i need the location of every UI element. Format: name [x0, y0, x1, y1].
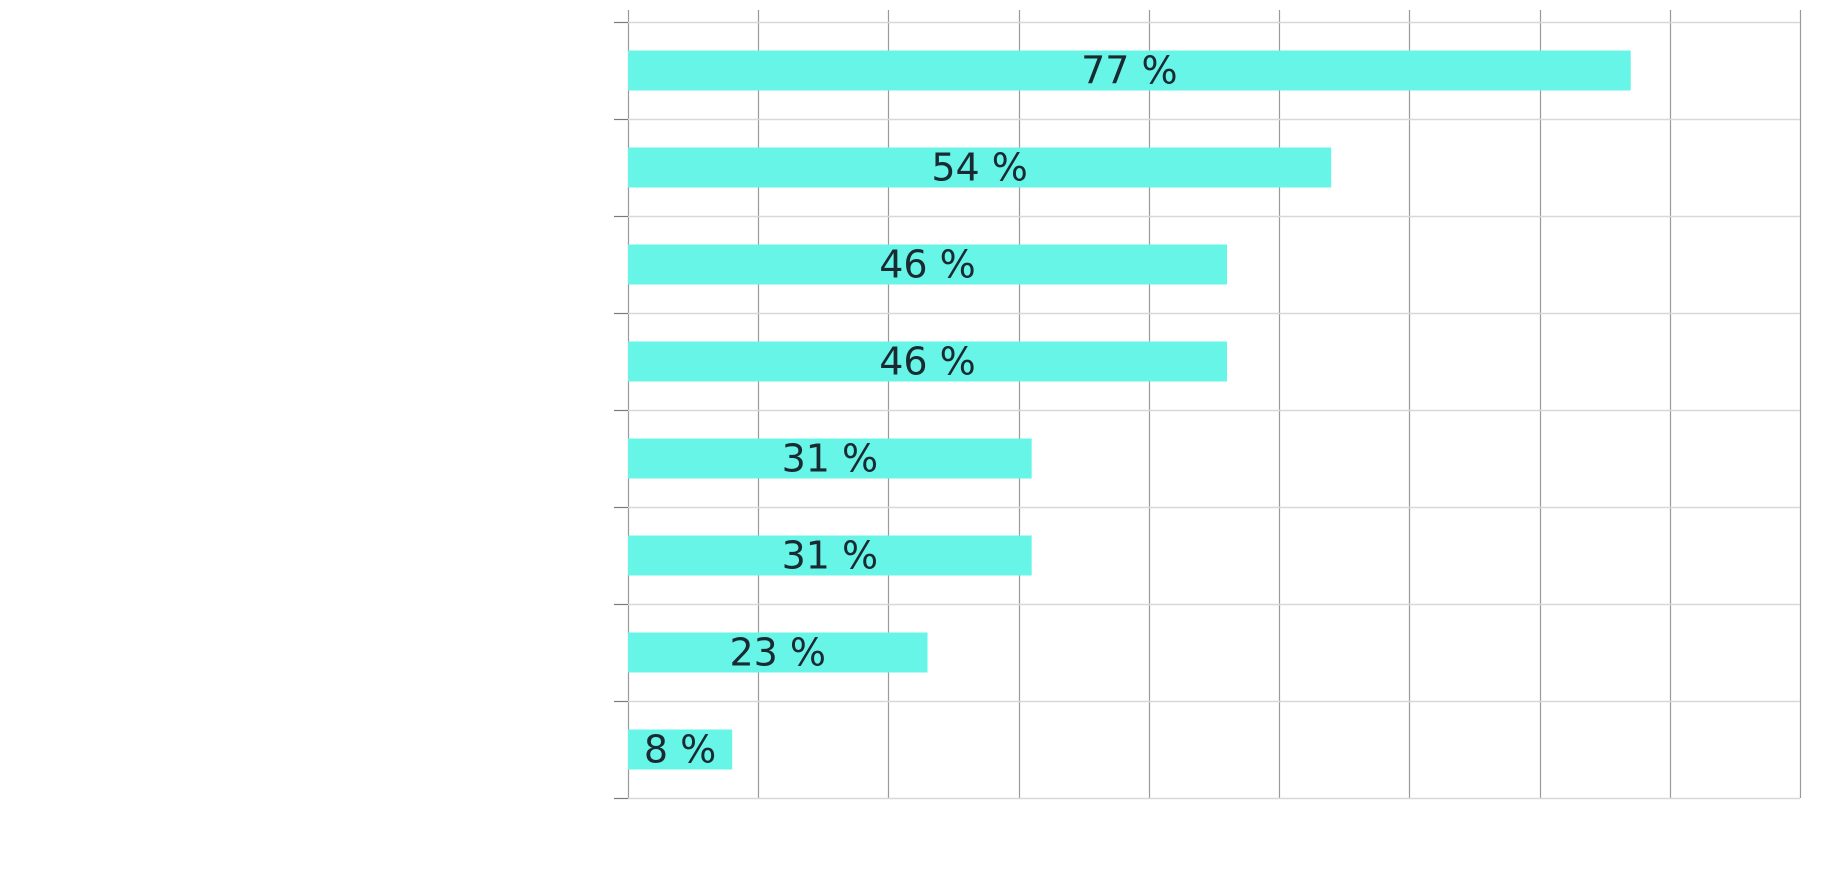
- bar-value-label: 46 %: [879, 243, 976, 287]
- bar-value-label: 31 %: [782, 534, 879, 578]
- bar-labels: 77 % 54 % 46 % 46 % 31 % 31 % 23 % 8 %: [644, 49, 1178, 772]
- bar: [628, 244, 1228, 285]
- bars: [628, 50, 1631, 770]
- bar-value-label: 23 %: [729, 631, 826, 675]
- bar-value-label: 77 %: [1081, 49, 1178, 93]
- bar: [628, 341, 1228, 382]
- bar-value-label: 54 %: [931, 146, 1028, 190]
- bar: [628, 535, 1032, 576]
- bar: [628, 50, 1631, 91]
- y-axis: [614, 21, 628, 800]
- grid: [627, 10, 1802, 800]
- bar-value-label: 8 %: [644, 728, 716, 772]
- bar-value-label: 46 %: [879, 340, 976, 384]
- bar-value-label: 31 %: [782, 437, 879, 481]
- bar: [628, 632, 928, 673]
- bar: [628, 147, 1332, 188]
- bar: [628, 729, 733, 770]
- bar: [628, 438, 1032, 479]
